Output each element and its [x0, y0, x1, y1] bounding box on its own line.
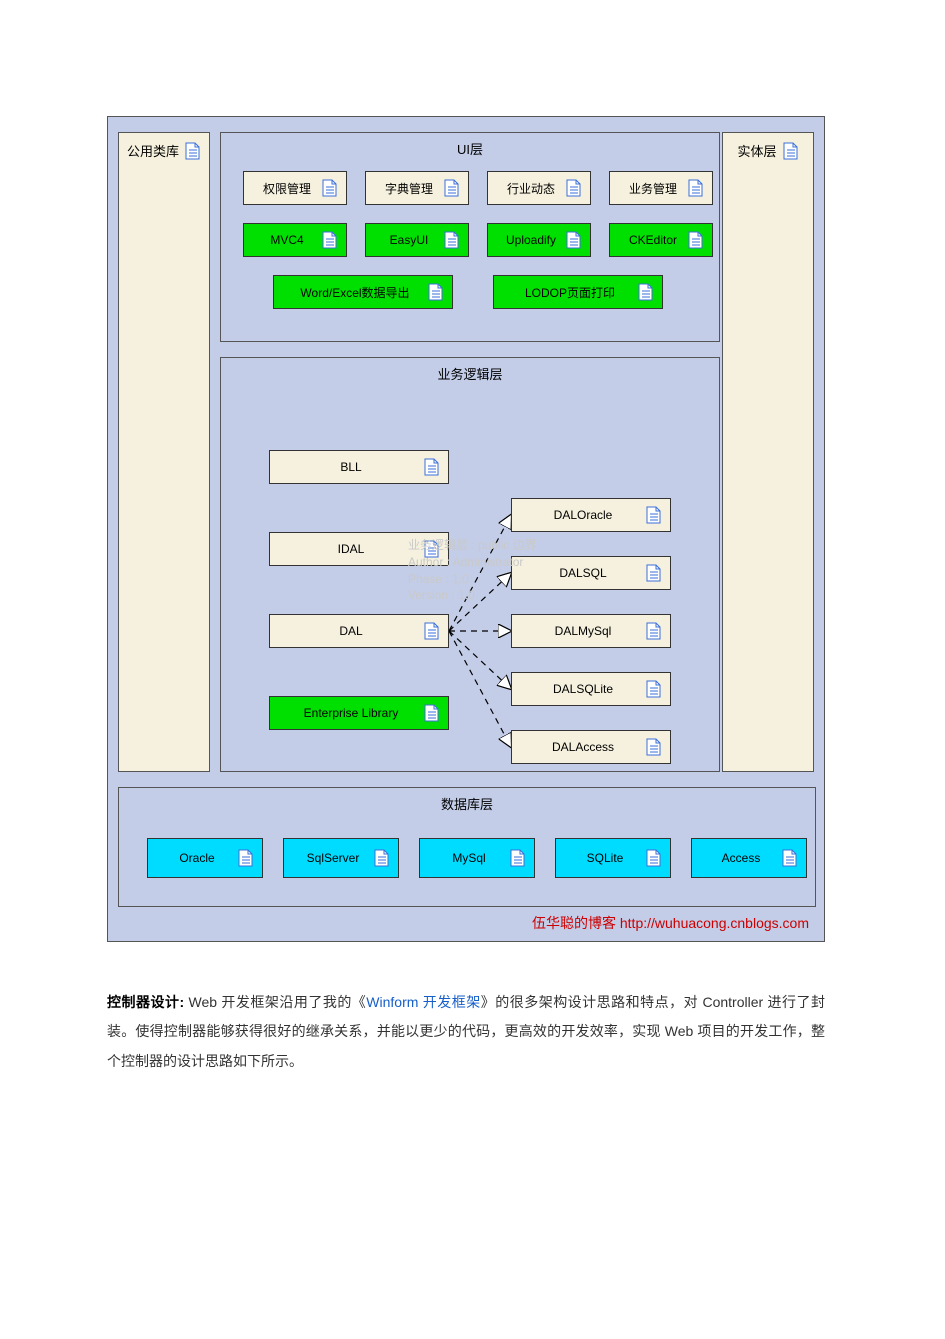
ui-tech-box-label: EasyUI	[374, 233, 444, 247]
db-box-label: SqlServer	[292, 851, 374, 865]
ui-tech-box: MVC4	[243, 223, 347, 257]
document-icon	[444, 179, 460, 197]
ui-tech-box-label: Uploadify	[496, 233, 566, 247]
ui-module-box-label: 行业动态	[496, 180, 566, 197]
logic-left-box: IDAL	[269, 532, 449, 566]
document-icon	[428, 283, 444, 301]
document-icon	[688, 231, 704, 249]
logic-left-box: BLL	[269, 450, 449, 484]
db-box-label: Oracle	[156, 851, 238, 865]
db-box: SQLite	[555, 838, 671, 878]
db-layer-title: 数据库层	[119, 794, 815, 813]
document-icon	[322, 179, 338, 197]
entity-layer-label: 实体层	[737, 141, 776, 160]
ui-tech-box: Word/Excel数据导出	[273, 275, 453, 309]
business-logic-layer: 业务逻辑层 BLL IDAL DAL Enterprise Library DALOra…	[220, 357, 720, 772]
db-box-label: MySql	[428, 851, 510, 865]
ui-module-box: 行业动态	[487, 171, 591, 205]
dal-impl-box: DALSQLite	[511, 672, 671, 706]
document-icon	[646, 738, 662, 756]
logic-left-box: Enterprise Library	[269, 696, 449, 730]
paragraph-heading: 控制器设计:	[107, 994, 184, 1010]
logic-left-box-label: Enterprise Library	[278, 706, 424, 720]
document-icon	[424, 458, 440, 476]
controller-design-paragraph: 控制器设计: Web 开发框架沿用了我的《Winform 开发框架》的很多架构设…	[107, 988, 825, 1076]
logic-left-box: DAL	[269, 614, 449, 648]
dal-impl-box-label: DALSQLite	[520, 682, 646, 696]
ui-tech-box: Uploadify	[487, 223, 591, 257]
document-icon	[444, 231, 460, 249]
document-icon	[374, 849, 390, 867]
db-box: Oracle	[147, 838, 263, 878]
architecture-diagram: 公用类库 实体层 UI层 权限管理字典管理行业动态业务管理MVC4EasyUIU…	[107, 116, 825, 942]
document-icon	[424, 622, 440, 640]
database-layer: 数据库层 Oracle SqlServer MySql SQLite Access	[118, 787, 816, 907]
document-icon	[646, 680, 662, 698]
ui-layer: UI层 权限管理 字典管理 行业动态 业务管理 MVC4 EasyUI Uploadify C…	[220, 132, 720, 342]
ui-module-box-label: 权限管理	[252, 180, 322, 197]
document-icon	[424, 704, 440, 722]
ui-tech-box-label: MVC4	[252, 233, 322, 247]
ui-tech-box-label: LODOP页面打印	[502, 284, 638, 301]
ui-tech-box-label: CKEditor	[618, 233, 688, 247]
entity-layer-column: 实体层	[722, 132, 814, 772]
document-icon	[782, 849, 798, 867]
dal-impl-box: DALMySql	[511, 614, 671, 648]
ui-module-box: 业务管理	[609, 171, 713, 205]
logic-left-box-label: DAL	[278, 624, 424, 638]
common-library-column: 公用类库	[118, 132, 210, 772]
ui-tech-box: LODOP页面打印	[493, 275, 663, 309]
ui-tech-box: CKEditor	[609, 223, 713, 257]
document-icon	[566, 179, 582, 197]
document-icon	[185, 142, 201, 160]
logic-layer-title: 业务逻辑层	[221, 364, 719, 383]
ui-tech-box-label: Word/Excel数据导出	[282, 284, 428, 301]
document-icon	[424, 540, 440, 558]
db-box-label: Access	[700, 851, 782, 865]
document-icon	[322, 231, 338, 249]
paragraph-text: Web 开发框架沿用了我的《	[184, 994, 366, 1010]
document-icon	[646, 622, 662, 640]
ui-module-box: 权限管理	[243, 171, 347, 205]
db-box-label: SQLite	[564, 851, 646, 865]
common-library-label: 公用类库	[127, 141, 179, 160]
document-icon	[646, 849, 662, 867]
blog-watermark: 伍华聪的博客 http://wuhuacong.cnblogs.com	[532, 913, 809, 933]
dal-impl-box: DALOracle	[511, 498, 671, 532]
document-icon	[688, 179, 704, 197]
canvas: 公用类库 实体层 UI层 权限管理字典管理行业动态业务管理MVC4EasyUIU…	[0, 0, 945, 1339]
ui-module-box-label: 业务管理	[618, 180, 688, 197]
db-box: SqlServer	[283, 838, 399, 878]
document-icon	[510, 849, 526, 867]
ui-module-box: 字典管理	[365, 171, 469, 205]
document-icon	[566, 231, 582, 249]
dal-impl-box-label: DALOracle	[520, 508, 646, 522]
entity-layer-title: 实体层	[731, 141, 805, 160]
common-library-title: 公用类库	[127, 141, 201, 160]
dal-impl-box-label: DALAccess	[520, 740, 646, 754]
document-icon	[646, 506, 662, 524]
winform-framework-link[interactable]: Winform 开发框架	[366, 994, 480, 1010]
logic-left-box-label: BLL	[278, 460, 424, 474]
db-box: MySql	[419, 838, 535, 878]
dal-impl-box: DALAccess	[511, 730, 671, 764]
dal-impl-box-label: DALSQL	[520, 566, 646, 580]
logic-left-box-label: IDAL	[278, 542, 424, 556]
document-icon	[646, 564, 662, 582]
document-icon	[238, 849, 254, 867]
ui-layer-title: UI层	[221, 139, 719, 158]
dal-impl-box-label: DALMySql	[520, 624, 646, 638]
ui-module-box-label: 字典管理	[374, 180, 444, 197]
dal-impl-box: DALSQL	[511, 556, 671, 590]
ui-tech-box: EasyUI	[365, 223, 469, 257]
document-icon	[638, 283, 654, 301]
db-box: Access	[691, 838, 807, 878]
document-icon	[783, 142, 799, 160]
